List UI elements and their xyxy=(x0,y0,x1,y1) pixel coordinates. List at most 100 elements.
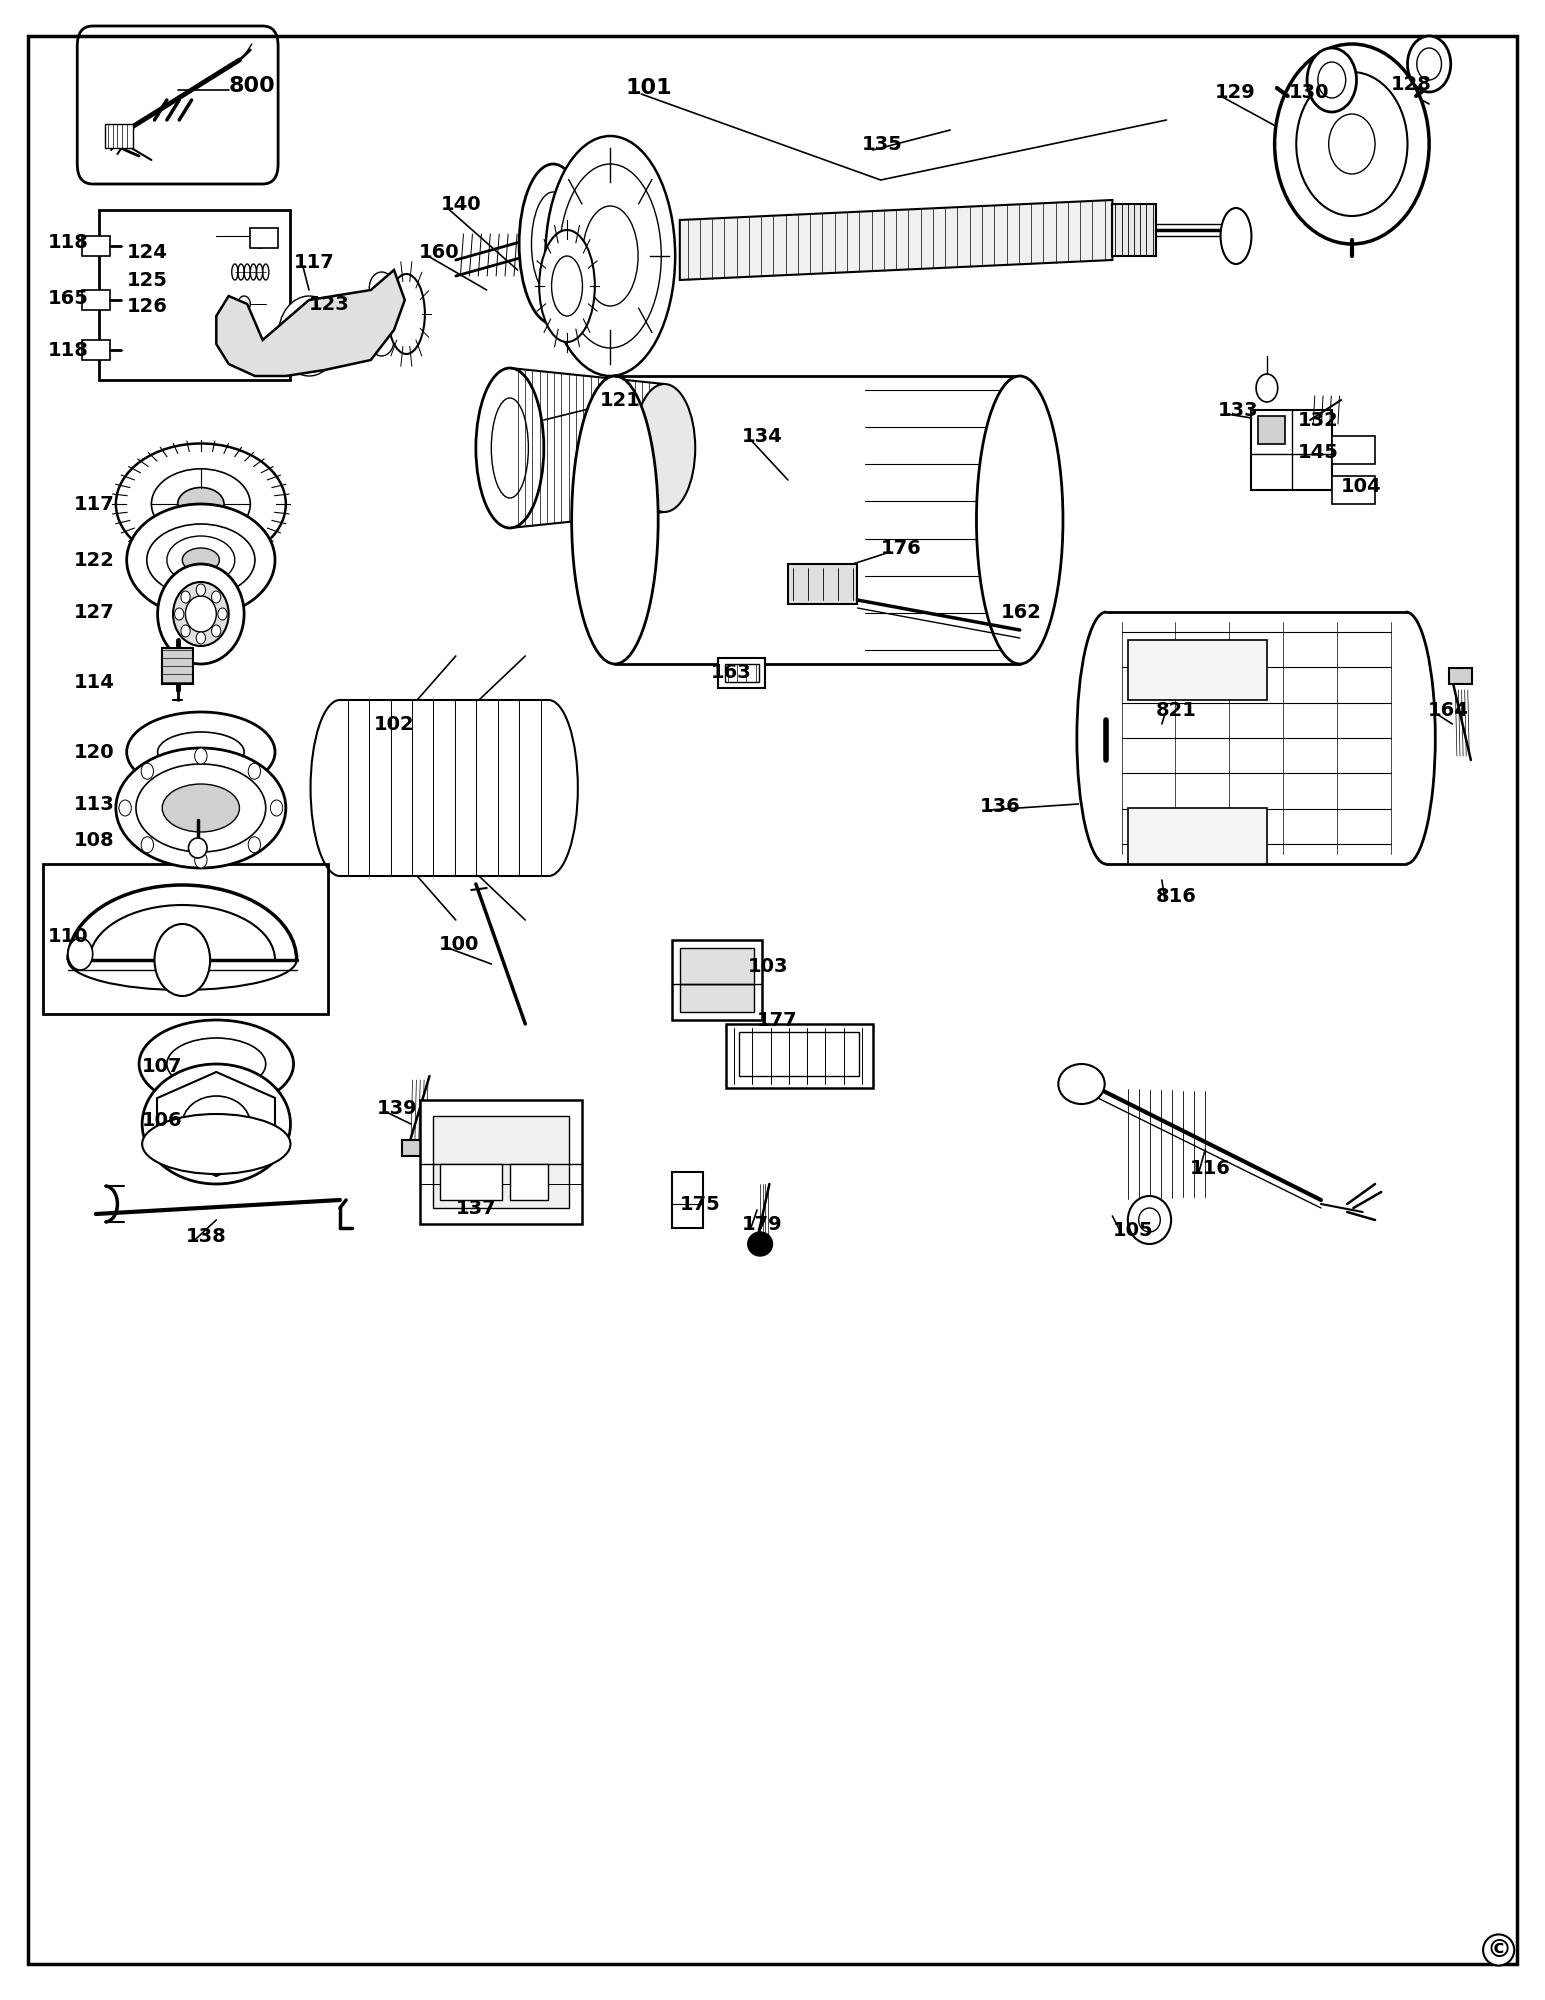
Ellipse shape xyxy=(116,444,286,564)
Circle shape xyxy=(1256,374,1278,402)
Ellipse shape xyxy=(1275,44,1429,244)
Bar xyxy=(99,210,290,380)
Circle shape xyxy=(212,624,221,636)
Ellipse shape xyxy=(185,596,216,632)
Text: 103: 103 xyxy=(748,956,788,976)
Text: 164: 164 xyxy=(1428,700,1468,720)
Bar xyxy=(1128,808,1267,864)
Text: 117: 117 xyxy=(74,494,114,514)
Text: 140: 140 xyxy=(440,194,480,214)
Text: 139: 139 xyxy=(377,1098,417,1118)
Ellipse shape xyxy=(173,582,229,646)
Text: 120: 120 xyxy=(74,742,114,762)
Text: 117: 117 xyxy=(294,252,334,272)
Text: 124: 124 xyxy=(127,242,167,262)
Ellipse shape xyxy=(167,1038,266,1090)
Text: 108: 108 xyxy=(74,830,114,850)
Bar xyxy=(1332,436,1375,464)
Text: 134: 134 xyxy=(742,426,782,446)
Text: 123: 123 xyxy=(309,294,349,314)
Bar xyxy=(82,236,110,256)
Bar xyxy=(680,984,754,1012)
Text: 127: 127 xyxy=(74,602,114,622)
Text: 136: 136 xyxy=(980,796,1020,816)
Bar xyxy=(162,648,193,684)
Text: 125: 125 xyxy=(127,270,167,290)
Bar xyxy=(672,1172,703,1228)
Text: 821: 821 xyxy=(1156,700,1196,720)
Bar xyxy=(402,1140,433,1156)
Text: 160: 160 xyxy=(419,242,459,262)
Ellipse shape xyxy=(1329,114,1375,174)
Text: 118: 118 xyxy=(48,340,88,360)
Polygon shape xyxy=(216,270,405,376)
Text: 101: 101 xyxy=(626,78,672,98)
Ellipse shape xyxy=(1407,36,1451,92)
Text: 114: 114 xyxy=(74,672,114,692)
Bar xyxy=(672,940,762,1020)
Circle shape xyxy=(270,800,283,816)
Bar xyxy=(1258,416,1285,444)
Text: 179: 179 xyxy=(742,1214,782,1234)
Text: 121: 121 xyxy=(599,390,640,410)
Bar xyxy=(718,658,765,688)
Ellipse shape xyxy=(1221,208,1251,264)
Ellipse shape xyxy=(127,504,275,616)
Bar xyxy=(420,1100,582,1224)
Text: 107: 107 xyxy=(142,1056,182,1076)
Bar xyxy=(510,1164,548,1200)
Circle shape xyxy=(141,836,153,852)
Ellipse shape xyxy=(178,488,224,520)
Ellipse shape xyxy=(976,376,1063,664)
Text: 135: 135 xyxy=(862,134,902,154)
Ellipse shape xyxy=(559,164,661,348)
Circle shape xyxy=(196,584,205,596)
Ellipse shape xyxy=(552,256,582,316)
Bar xyxy=(1332,476,1375,504)
Bar xyxy=(250,228,278,248)
Circle shape xyxy=(196,632,205,644)
Text: 113: 113 xyxy=(74,794,114,814)
Bar xyxy=(82,340,110,360)
Text: 133: 133 xyxy=(1217,400,1258,420)
Bar xyxy=(725,664,759,682)
Text: 145: 145 xyxy=(1298,442,1338,462)
Bar xyxy=(43,864,328,1014)
Bar xyxy=(726,1024,873,1088)
Circle shape xyxy=(369,272,394,304)
Circle shape xyxy=(175,608,184,620)
Text: 800: 800 xyxy=(229,76,275,96)
Bar xyxy=(680,948,754,984)
Text: 177: 177 xyxy=(757,1010,797,1030)
Ellipse shape xyxy=(158,732,244,772)
Bar xyxy=(433,1116,569,1208)
Ellipse shape xyxy=(142,1114,290,1174)
Text: 816: 816 xyxy=(1156,886,1196,906)
Circle shape xyxy=(181,592,190,604)
Text: 175: 175 xyxy=(680,1194,720,1214)
Text: 163: 163 xyxy=(711,662,751,682)
Text: 128: 128 xyxy=(1390,74,1431,94)
Text: 130: 130 xyxy=(1289,82,1329,102)
Text: 110: 110 xyxy=(48,926,88,946)
Bar xyxy=(1251,410,1332,490)
Circle shape xyxy=(141,764,153,780)
Ellipse shape xyxy=(127,712,275,792)
Bar xyxy=(105,124,133,148)
Bar xyxy=(788,564,857,604)
Ellipse shape xyxy=(1318,62,1346,98)
Ellipse shape xyxy=(572,376,658,664)
Ellipse shape xyxy=(182,548,219,572)
Ellipse shape xyxy=(278,296,340,376)
Circle shape xyxy=(195,852,207,868)
Ellipse shape xyxy=(151,468,250,540)
Ellipse shape xyxy=(162,784,239,832)
Ellipse shape xyxy=(1296,72,1407,216)
Ellipse shape xyxy=(748,1232,772,1256)
Text: 129: 129 xyxy=(1214,82,1255,102)
Ellipse shape xyxy=(582,206,638,306)
Text: 165: 165 xyxy=(48,288,88,308)
Bar xyxy=(440,1164,502,1200)
Circle shape xyxy=(181,624,190,636)
Ellipse shape xyxy=(188,838,207,858)
